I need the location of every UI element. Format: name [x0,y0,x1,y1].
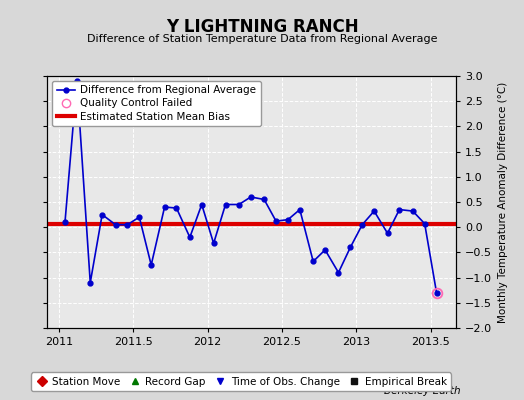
Legend: Station Move, Record Gap, Time of Obs. Change, Empirical Break: Station Move, Record Gap, Time of Obs. C… [31,372,451,391]
Text: Berkeley Earth: Berkeley Earth [385,386,461,396]
Y-axis label: Monthly Temperature Anomaly Difference (°C): Monthly Temperature Anomaly Difference (… [498,81,508,323]
Text: Difference of Station Temperature Data from Regional Average: Difference of Station Temperature Data f… [87,34,437,44]
Text: Y LIGHTNING RANCH: Y LIGHTNING RANCH [166,18,358,36]
Legend: Difference from Regional Average, Quality Control Failed, Estimated Station Mean: Difference from Regional Average, Qualit… [52,81,260,126]
